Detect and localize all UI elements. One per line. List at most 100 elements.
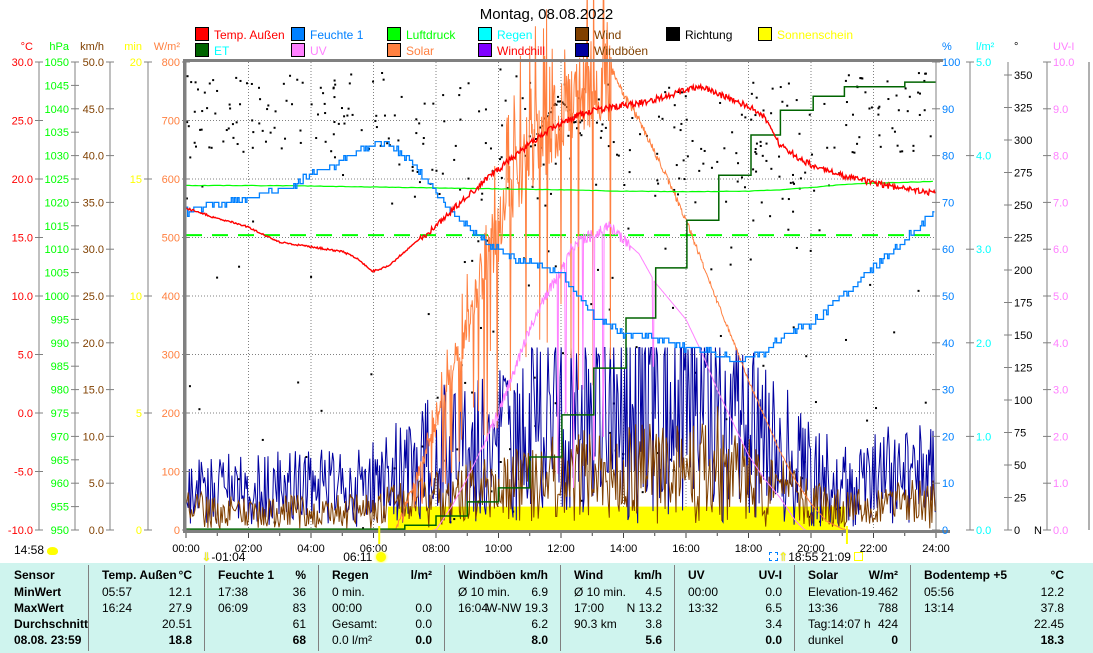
table-row: 68 [210,632,312,648]
direction-dot [524,107,527,110]
direction-dot [866,419,869,422]
tick-label-pressure: 965 [51,455,69,467]
table-column-separator [910,565,911,651]
direction-dot [762,109,765,112]
direction-dot [878,105,881,108]
direction-dot [879,145,882,148]
direction-dot [631,116,634,119]
column-header-name: Solar [808,568,839,582]
column-header-unit: UV-I [758,568,782,582]
direction-dot [333,121,336,124]
direction-dot [416,170,419,173]
direction-dot [228,103,231,106]
tick-label-temp: -5.0 [14,467,33,479]
direction-dot [427,313,430,316]
table-column-separator [318,565,319,651]
direction-dot [422,461,425,464]
tick-label-wind: 45.0 [83,104,104,116]
column-header-unit: km/h [519,568,548,582]
x-tick-label: 22:00 [860,543,888,555]
cell-value: 37.8 [1040,601,1064,615]
direction-dot [875,407,878,410]
tick-label-sun: 10 [130,291,142,303]
tick-label-pressure: 985 [51,361,69,373]
direction-dot [214,112,217,115]
legend-color-swatch [575,43,589,57]
direction-dot [557,95,560,98]
tick-label-wind: 10.0 [83,431,104,443]
table-row: MinWert [6,584,82,600]
direction-dot [296,78,299,81]
direction-dot [684,95,687,98]
direction-dot [759,140,762,143]
legend-label: Temp. Außen [214,28,285,42]
table-row: 13:14 37.8 [916,600,1070,616]
x-tick-label: 20:00 [797,543,825,555]
sunrise-time: 06:11 [343,550,373,564]
direction-dot [778,155,781,158]
direction-dot [383,114,386,117]
cell-value: 6.2 [531,617,548,631]
table-column-regen: Regen l/m² 0 min. 00:00 0.0 Gesamt: 0.0 0.0 l/m… [324,563,438,653]
direction-dot [743,186,746,189]
table-row: Durchschnitt [6,616,88,632]
direction-dot [441,172,444,175]
x-tick-label: 10:00 [485,543,513,555]
axis-title-pressure: hPa [49,41,69,53]
direction-dot [190,81,193,84]
direction-dot [310,103,313,106]
direction-dot [679,129,682,132]
direction-dot [811,153,814,156]
direction-dot [454,144,457,147]
tick-label-humidity: 100 [942,57,960,69]
tick-label-solar: 600 [162,174,180,186]
tick-label-uv: 1.0 [1053,478,1068,490]
direction-dot [305,455,308,458]
direction-dot [375,126,378,129]
direction-dot [484,108,487,111]
direction-dot [289,74,292,77]
direction-dot [826,146,829,149]
tick-label-uv: 4.0 [1053,338,1068,350]
direction-dot [324,112,327,115]
moonrise-time: 14:58 [14,543,45,557]
direction-dot [719,101,722,104]
direction-dot [673,126,676,129]
direction-dot [499,460,502,463]
table-column-wind: Wind km/h Ø 10 min. 4.5 17:00 N 13.2 90.3 km 3.… [566,563,668,653]
direction-dot [656,152,659,155]
direction-dot [912,149,915,152]
direction-dot [539,126,542,129]
table-row: Elevation -19.462 [800,584,904,600]
table-row: 0.0 l/m² 0.0 [324,632,438,648]
x-tick-label: 14:00 [610,543,638,555]
direction-dot [908,95,911,98]
cell-time: Tag:14:07 h [808,617,871,631]
direction-dot [534,144,537,147]
direction-dot [235,121,238,124]
legend-color-swatch [478,27,492,41]
legend-item-luftdruck: Luftdruck [387,27,455,42]
statistics-table: Sensor MinWert MaxWert Durchschnitt 08.08. 2… [0,563,1093,653]
tick-label-rain: 5.0 [976,57,991,69]
tick-label-wind: 35.0 [83,197,104,209]
direction-dot [500,176,503,179]
tick-label-pressure: 960 [51,478,69,490]
table-row: Solar W/m² [800,567,904,583]
tick-label-direction: 250 [1014,200,1032,212]
table-column-separator [794,565,795,651]
direction-dot [225,129,228,132]
sunset-sun-icon [854,552,864,561]
tick-label-wind: 50.0 [83,57,104,69]
direction-dot [675,164,678,167]
direction-dot [186,121,189,124]
direction-dot [324,140,327,143]
direction-dot [544,204,547,207]
table-row: Wind km/h [566,567,668,583]
table-row: 6.2 [450,616,554,632]
legend-item-windb-en: Windböen [575,43,648,58]
direction-dot [561,101,564,104]
direction-dot [558,128,561,131]
direction-dot [877,107,880,110]
direction-dot [185,197,188,200]
